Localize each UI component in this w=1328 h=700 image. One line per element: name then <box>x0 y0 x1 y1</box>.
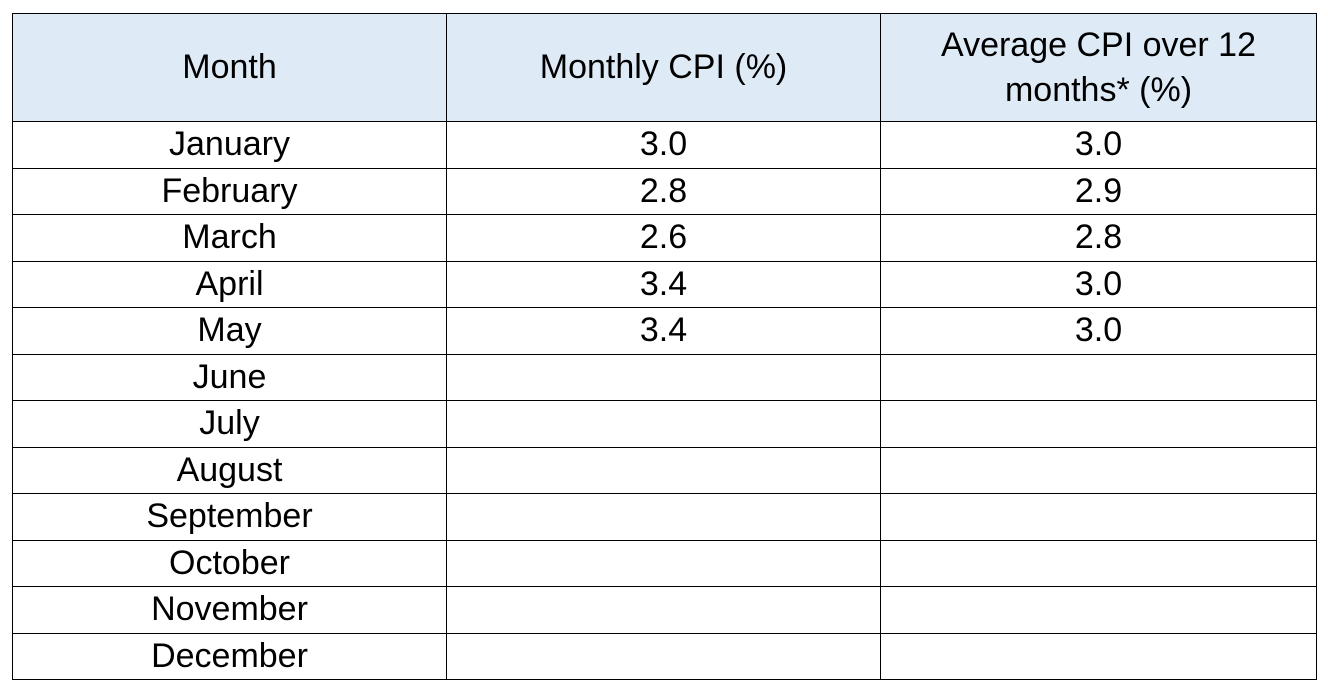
cell-month: October <box>12 539 447 587</box>
cell-monthly-cpi <box>446 632 881 680</box>
header-monthly-cpi: Monthly CPI (%) <box>446 13 881 122</box>
table-row: December <box>12 632 1317 680</box>
cell-monthly-cpi: 3.0 <box>446 121 881 169</box>
table-row: June <box>12 353 1317 401</box>
cell-month: August <box>12 446 447 494</box>
cell-month: November <box>12 586 447 634</box>
cell-average-cpi: 3.0 <box>880 121 1317 169</box>
cell-monthly-cpi: 3.4 <box>446 260 881 308</box>
cell-monthly-cpi <box>446 539 881 587</box>
cell-average-cpi <box>880 400 1317 448</box>
table-row: September <box>12 493 1317 541</box>
cell-average-cpi <box>880 539 1317 587</box>
table-row: February 2.8 2.9 <box>12 167 1317 215</box>
cell-average-cpi: 3.0 <box>880 307 1317 355</box>
table-row: November <box>12 586 1317 634</box>
cell-monthly-cpi: 3.4 <box>446 307 881 355</box>
table-row: May 3.4 3.0 <box>12 307 1317 355</box>
cell-month: July <box>12 400 447 448</box>
cell-monthly-cpi <box>446 586 881 634</box>
header-row: Month Monthly CPI (%) Average CPI over 1… <box>12 13 1317 122</box>
cell-monthly-cpi: 2.8 <box>446 167 881 215</box>
cell-average-cpi: 3.0 <box>880 260 1317 308</box>
table-row: March 2.6 2.8 <box>12 214 1317 262</box>
cpi-table: Month Monthly CPI (%) Average CPI over 1… <box>12 13 1317 680</box>
cell-average-cpi <box>880 493 1317 541</box>
cell-month: September <box>12 493 447 541</box>
table-row: August <box>12 446 1317 494</box>
cell-month: December <box>12 632 447 680</box>
cell-average-cpi: 2.9 <box>880 167 1317 215</box>
cell-monthly-cpi <box>446 400 881 448</box>
table-row: July <box>12 400 1317 448</box>
cell-month: January <box>12 121 447 169</box>
table-row: October <box>12 539 1317 587</box>
table-row: April 3.4 3.0 <box>12 260 1317 308</box>
cell-average-cpi <box>880 586 1317 634</box>
cell-average-cpi <box>880 353 1317 401</box>
cell-average-cpi <box>880 446 1317 494</box>
cell-month: June <box>12 353 447 401</box>
table-header: Month Monthly CPI (%) Average CPI over 1… <box>12 13 1317 122</box>
cell-month: May <box>12 307 447 355</box>
cell-average-cpi <box>880 632 1317 680</box>
cell-average-cpi: 2.8 <box>880 214 1317 262</box>
header-average-cpi: Average CPI over 12 months* (%) <box>880 13 1317 122</box>
cell-monthly-cpi <box>446 493 881 541</box>
cell-month: April <box>12 260 447 308</box>
header-month: Month <box>12 13 447 122</box>
cell-month: March <box>12 214 447 262</box>
cell-monthly-cpi <box>446 353 881 401</box>
table-row: January 3.0 3.0 <box>12 121 1317 169</box>
cell-monthly-cpi: 2.6 <box>446 214 881 262</box>
cell-monthly-cpi <box>446 446 881 494</box>
table-body: January 3.0 3.0 February 2.8 2.9 March 2… <box>12 121 1317 680</box>
cell-month: February <box>12 167 447 215</box>
